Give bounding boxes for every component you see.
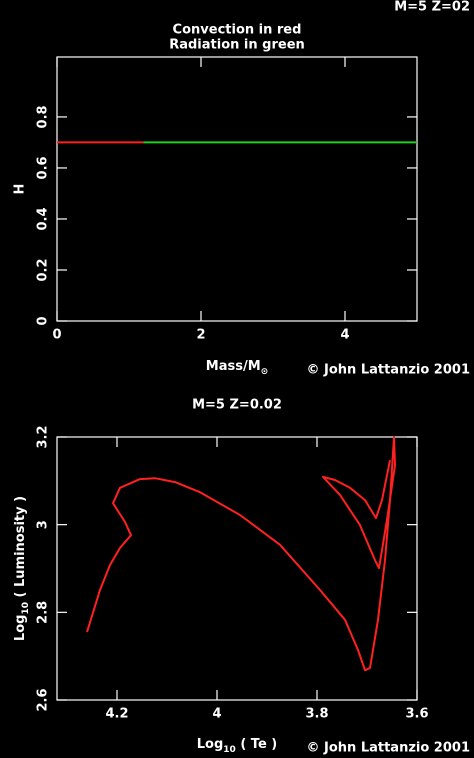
x-axis-label: Mass/M⊙ — [206, 359, 268, 377]
y-tick-label: 2.6 — [36, 688, 51, 711]
plot-frame — [56, 436, 418, 701]
data-line — [86, 436, 396, 672]
x-axis-label: Log10 ( Te ) — [197, 737, 277, 755]
y-axis-label-sub: 10 — [21, 602, 31, 615]
y-tick-label: 2.8 — [36, 601, 51, 624]
x-tick-label: 4 — [340, 328, 349, 343]
credit: © John Lattanzio 2001 — [306, 363, 470, 378]
chart-subtitle: Radiation in green — [169, 38, 305, 53]
plot-frame — [56, 56, 418, 322]
x-tick-label: 3.8 — [305, 707, 328, 722]
x-tick-label: 3.6 — [405, 707, 428, 722]
y-tick-label: 3.2 — [36, 425, 51, 448]
y-axis-label-base: Log — [13, 615, 28, 642]
credit: © John Lattanzio 2001 — [306, 741, 470, 756]
x-tick-label: 4 — [212, 707, 221, 722]
model-tag: M=5 Z=02 — [394, 0, 470, 15]
x-tick-label: 4.2 — [105, 707, 128, 722]
y-axis-label: Log10 ( Luminosity ) — [13, 496, 31, 641]
x-axis-label-base: Log — [197, 737, 224, 752]
x-axis-label-sub: 10 — [223, 745, 236, 755]
y-tick-label: 3 — [36, 520, 51, 529]
x-axis-label-sub: ⊙ — [261, 367, 269, 377]
x-axis-label-rest: ( Te ) — [236, 737, 277, 752]
x-tick-label: 2 — [196, 328, 205, 343]
chart-title: Convection in red — [173, 23, 302, 38]
chart-title: M=5 Z=0.02 — [192, 398, 282, 413]
y-tick-label: 0.8 — [36, 105, 51, 128]
x-tick-label: 0 — [52, 328, 61, 343]
y-axis-label: H — [13, 184, 28, 195]
y-axis-label-rest: ( Luminosity ) — [13, 496, 28, 602]
y-tick-label: 0.4 — [36, 207, 51, 230]
y-tick-label: 0 — [36, 316, 51, 325]
y-tick-label: 0.6 — [36, 156, 51, 179]
y-tick-label: 0.2 — [36, 258, 51, 281]
x-axis-label-base: Mass/M — [206, 359, 261, 374]
